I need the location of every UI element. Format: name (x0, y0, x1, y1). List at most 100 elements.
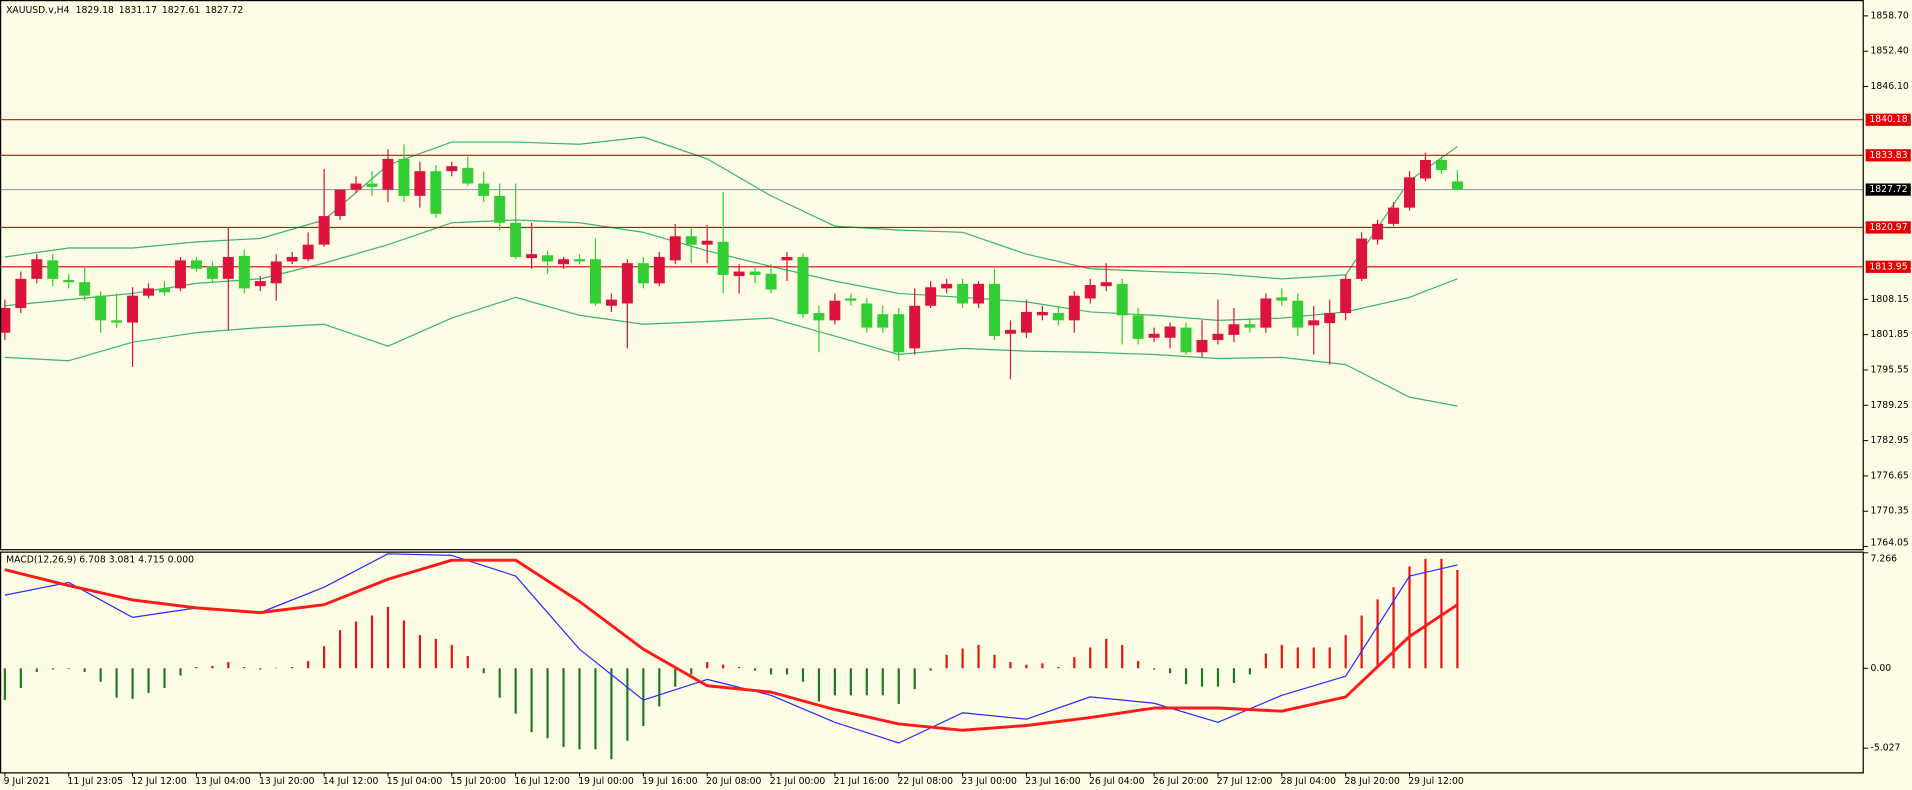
x-tick-label: 28 Jul 20:00 (1344, 776, 1400, 787)
candle-body (1052, 313, 1064, 321)
candle-body (1228, 324, 1240, 335)
candle-body (685, 236, 697, 245)
candle-body (989, 283, 1000, 337)
candle-body (254, 281, 266, 287)
candle-body (1308, 320, 1320, 326)
level-label: 1840.18 (1869, 114, 1907, 125)
indicator-line (4, 296, 1458, 407)
candle-body (813, 313, 825, 321)
candle-body (653, 256, 665, 284)
candle-body (1260, 298, 1272, 328)
indicator-line (4, 136, 1458, 280)
candle-body (31, 259, 43, 279)
candle-body (1451, 181, 1463, 190)
x-tick-label: 29 Jul 12:00 (1408, 776, 1464, 787)
candle-body (749, 271, 761, 275)
candle-body (542, 255, 554, 262)
candle-body (302, 244, 314, 260)
candle-body (957, 283, 969, 304)
y-tick-label: 1776.65 (1871, 470, 1909, 481)
candle-body (159, 288, 170, 293)
candle-body (861, 303, 873, 328)
candle-body (430, 171, 442, 214)
price-label: 1827.72 (1869, 184, 1907, 195)
candle-body (222, 256, 234, 279)
candle-body (1164, 326, 1176, 338)
candle-body (1180, 327, 1192, 353)
x-tick-label: 27 Jul 12:00 (1217, 776, 1273, 787)
candle-body (558, 259, 570, 265)
x-tick-label: 12 Jul 12:00 (131, 776, 187, 787)
candle-body (270, 261, 282, 284)
candle-body (1419, 159, 1431, 179)
x-tick-label: 26 Jul 20:00 (1153, 776, 1209, 787)
candle-body (877, 314, 889, 328)
candle-body (765, 273, 777, 290)
price-label-box (1865, 183, 1911, 196)
candle-body (190, 260, 202, 269)
candle-body (63, 279, 75, 283)
candle-body (909, 305, 921, 349)
candle-body (15, 278, 27, 309)
candle-body (350, 183, 362, 190)
candle-body (510, 222, 522, 257)
y-tick-label: 1846.10 (1871, 81, 1909, 92)
candle-body (845, 298, 857, 301)
candle-body (0, 308, 11, 333)
x-tick-label: 21 Jul 00:00 (770, 776, 826, 787)
level-label: 1820.97 (1869, 222, 1907, 233)
x-tick-label: 20 Jul 08:00 (706, 776, 762, 787)
candle-body (733, 271, 745, 277)
candle-body (398, 158, 410, 196)
plot: 1858.70 1852.40 1846.10 1808.15 1801.85 1795.… (0, 10, 1911, 787)
candle-body (174, 260, 186, 289)
y-tick-label: 1808.15 (1871, 294, 1909, 305)
candle-body (1372, 223, 1384, 240)
candle-body (462, 167, 474, 184)
x-tick-label: 11 Jul 23:05 (68, 776, 124, 787)
candle-body (669, 236, 681, 261)
x-tick-label: 14 Jul 12:00 (323, 776, 379, 787)
candle-body (1356, 238, 1368, 279)
candle-body (382, 158, 394, 190)
level-label-box (1865, 149, 1911, 162)
candle-body (111, 320, 123, 323)
candle-body (1435, 159, 1447, 171)
candle-body (1340, 278, 1352, 314)
candle-body (574, 259, 585, 262)
symbol-header: XAUUSD.v,H4 1829.18 1831.17 1827.61 1827.72 (6, 4, 243, 15)
candle-body (286, 256, 298, 262)
x-tick-label: 23 Jul 00:00 (961, 776, 1017, 787)
candle-body (1244, 324, 1256, 328)
candle-body (366, 183, 378, 187)
candle-body (1276, 297, 1288, 301)
macd-pane-frame (0, 551, 1864, 774)
candle-body (95, 295, 107, 321)
candle-body (238, 255, 250, 289)
candle-body (1196, 339, 1208, 353)
y-tick-label: 1801.85 (1871, 329, 1909, 340)
candle-body (605, 299, 617, 306)
level-label: 1833.83 (1869, 150, 1907, 161)
level-label-box (1865, 260, 1911, 273)
candle-body (1036, 311, 1048, 316)
ohlc-open: 1829.18 (76, 4, 114, 15)
candle-body (973, 283, 985, 304)
candle-body (127, 295, 139, 323)
candle-body (446, 166, 458, 172)
candle-body (589, 259, 601, 304)
y-tick-label: 1795.55 (1871, 364, 1909, 375)
x-tick-label: 23 Jul 16:00 (1025, 776, 1081, 787)
x-tick-label: 22 Jul 08:00 (898, 776, 954, 787)
x-tick-label: 13 Jul 04:00 (195, 776, 251, 787)
candle-body (47, 260, 59, 279)
candle-body (143, 288, 155, 296)
indicator-line (4, 558, 1459, 732)
candle-body (1212, 333, 1224, 340)
candle-body (478, 183, 490, 196)
candle-body (334, 189, 346, 217)
candle-body (1020, 311, 1032, 333)
